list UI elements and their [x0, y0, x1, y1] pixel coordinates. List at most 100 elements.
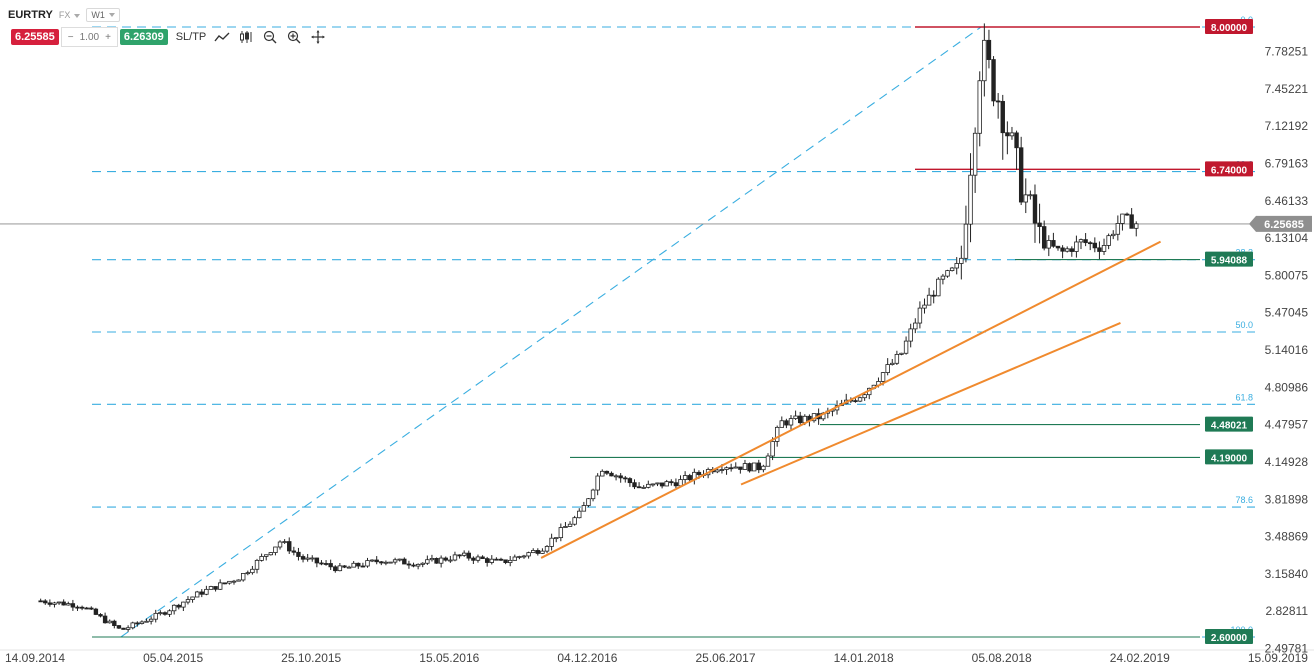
candle-body: [567, 523, 573, 527]
candle-body: [461, 552, 467, 556]
candle-body: [121, 627, 126, 630]
buy-button[interactable]: 6.26309: [119, 29, 168, 45]
candle-body: [153, 612, 158, 620]
candle-body: [604, 470, 610, 474]
candle-body: [503, 559, 508, 563]
y-tick-label: 6.79163: [1265, 157, 1309, 171]
price-level-badge: [1205, 629, 1253, 644]
current-price-label: 6.25685: [1264, 219, 1304, 231]
price-level-label: 5.94088: [1211, 256, 1248, 267]
candle-body: [66, 603, 71, 606]
zoom-out-icon[interactable]: [262, 29, 278, 45]
candle-body: [563, 526, 568, 528]
candle-body: [125, 627, 131, 630]
candle-body: [420, 562, 425, 565]
candle-body: [1018, 147, 1024, 203]
candle-body: [908, 328, 913, 342]
market-dropdown[interactable]: FX: [59, 10, 81, 20]
quantity-stepper[interactable]: − 1.00 +: [60, 27, 118, 47]
candle-body: [917, 307, 923, 324]
candle-body: [1129, 214, 1134, 229]
trendline: [540, 240, 1162, 559]
fib-retracement-line: [120, 26, 982, 638]
candles: [38, 23, 1139, 632]
candle-body: [1023, 194, 1028, 203]
trade-toolbar: 6.25585 − 1.00 + 6.26309 SL/TP: [11, 27, 326, 47]
candle-body: [300, 556, 306, 560]
candle-body: [747, 463, 752, 472]
candle-body: [498, 558, 504, 561]
minus-icon[interactable]: −: [67, 31, 74, 43]
candle-body: [107, 620, 112, 624]
candle-body: [171, 604, 177, 612]
candle-body: [411, 564, 416, 567]
candle-body: [314, 557, 320, 564]
candle-body: [259, 556, 264, 561]
candle-body: [319, 562, 324, 565]
candle-body: [880, 372, 886, 382]
candle-body: [1046, 240, 1051, 249]
candle-body: [609, 472, 614, 477]
candle-body: [273, 546, 278, 553]
candle-body: [613, 475, 619, 478]
y-axis-panel: [1255, 0, 1314, 672]
candle-body: [438, 557, 444, 564]
candle-body: [84, 607, 89, 610]
candle-body: [471, 557, 476, 561]
candle-body: [148, 618, 154, 622]
x-tick-label: 05.04.2015: [143, 651, 203, 665]
candle-body: [310, 557, 315, 560]
x-tick-label: 05.08.2018: [972, 651, 1032, 665]
candle-body: [507, 559, 513, 563]
candle-body: [47, 602, 53, 605]
timeframe-dropdown[interactable]: W1: [86, 8, 120, 22]
candle-body: [1092, 242, 1098, 249]
candle-body: [89, 607, 94, 610]
candle-body: [678, 479, 683, 487]
candle-body: [443, 557, 448, 561]
candle-body: [194, 591, 200, 598]
candle-body: [61, 601, 66, 606]
candle-body: [862, 394, 867, 399]
x-tick-label: 14.09.2014: [5, 651, 65, 665]
candle-body: [379, 561, 384, 564]
candle-body: [899, 352, 904, 355]
candle-body: [162, 612, 168, 615]
y-tick-label: 3.48869: [1265, 530, 1309, 544]
candle-body: [526, 552, 531, 557]
candle-body: [521, 555, 527, 558]
x-tick-label: 15.09.2019: [1248, 651, 1308, 665]
top-toolbar: EURTRY FX W1: [8, 5, 120, 25]
sltp-button[interactable]: SL/TP: [175, 31, 207, 43]
candle-body: [1106, 235, 1111, 246]
zoom-in-icon[interactable]: [286, 29, 302, 45]
candle-body: [774, 426, 780, 442]
candle-body: [333, 566, 338, 572]
crosshair-icon[interactable]: [310, 29, 326, 45]
candle-body: [1083, 239, 1088, 244]
candle-body: [254, 559, 260, 570]
fib-level-label: 78.6: [1235, 495, 1253, 505]
candle-body: [222, 582, 227, 585]
candle-body: [452, 554, 458, 561]
candle-body: [963, 223, 969, 259]
candlestick-icon[interactable]: [238, 29, 254, 45]
price-level-label: 6.74000: [1211, 165, 1248, 176]
fib-level-label: 50.0: [1235, 320, 1253, 330]
line-chart-icon[interactable]: [214, 29, 230, 45]
candle-body: [590, 489, 596, 500]
symbol-label[interactable]: EURTRY: [8, 9, 53, 21]
candle-body: [1037, 222, 1042, 227]
quantity-value[interactable]: 1.00: [79, 31, 100, 43]
candle-body: [241, 573, 246, 581]
candle-body: [102, 615, 108, 624]
candle-body: [549, 537, 554, 547]
sell-button[interactable]: 6.25585: [11, 29, 59, 45]
candle-body: [130, 622, 135, 629]
candle-body: [742, 463, 748, 470]
plus-icon[interactable]: +: [105, 31, 111, 43]
candle-body: [457, 554, 462, 557]
candle-body: [139, 621, 145, 624]
candle-body: [415, 563, 421, 567]
